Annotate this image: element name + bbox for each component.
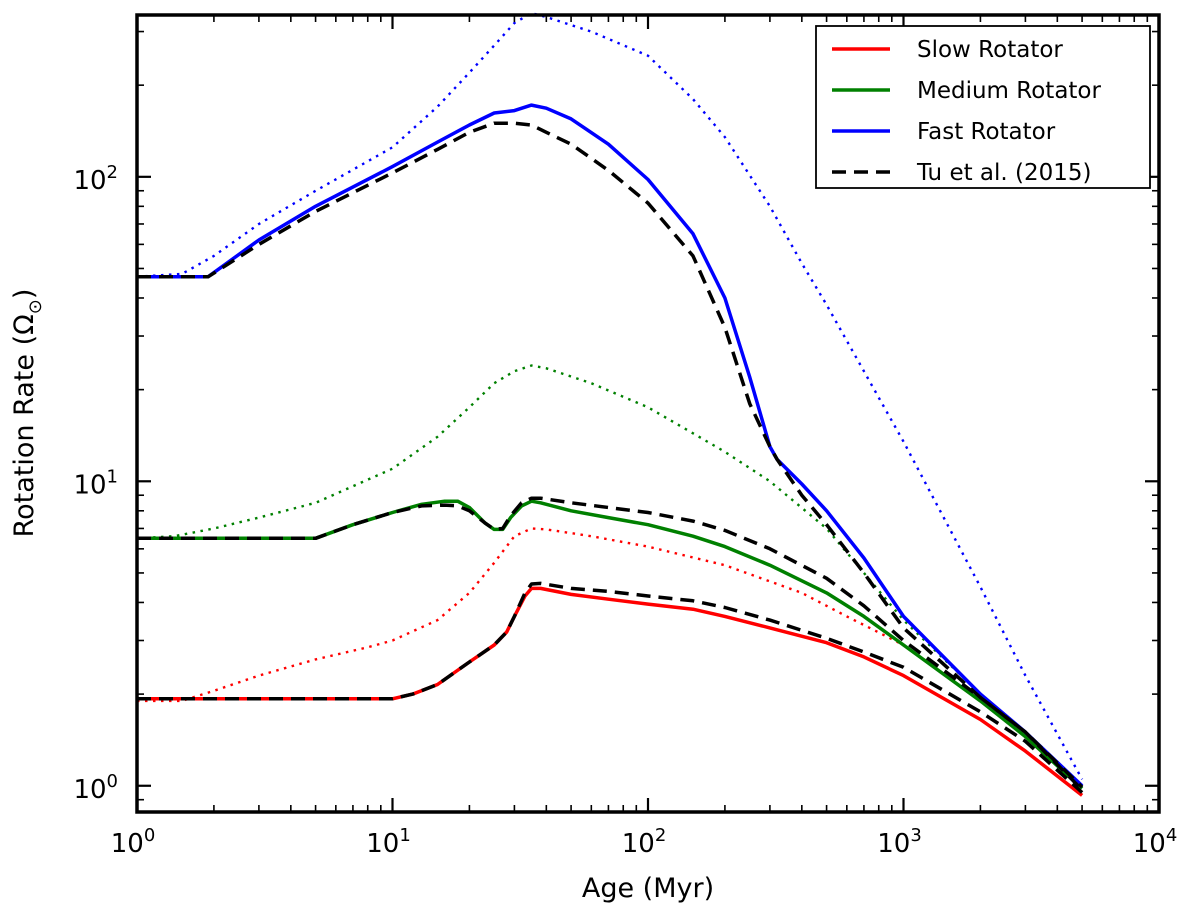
x-tick-label: 103 (877, 825, 922, 859)
series-line-1 (136, 364, 1083, 787)
legend-label-medium: Medium Rotator (917, 78, 1101, 104)
y-tick-label: 101 (73, 466, 118, 500)
series-line-3 (137, 586, 1084, 797)
y-tick-labels: 100 101 102 (73, 162, 118, 805)
legend-label-fast: Fast Rotator (917, 119, 1056, 145)
y-axis-label: Rotation Rate (Ω⊙) (9, 289, 46, 538)
series-line-4 (137, 499, 1084, 790)
y-tick-label: 100 (73, 771, 118, 805)
x-tick-label: 102 (622, 825, 667, 859)
plot-frame (135, 13, 1161, 814)
legend-label-slow: Slow Rotator (917, 37, 1063, 63)
y-tick-label: 102 (73, 162, 118, 196)
legend-label-tu2015: Tu et al. (2015) (916, 160, 1092, 186)
series-layer (136, 11, 1084, 797)
legend: Slow Rotator Medium Rotator Fast Rotator… (815, 25, 1151, 189)
series-line-7 (137, 496, 1084, 789)
x-tick-label: 101 (366, 825, 411, 859)
x-tick-labels: 100 101 102 103 104 (111, 825, 1178, 859)
legend-box (815, 25, 1151, 189)
series-line-8 (137, 121, 1084, 792)
x-axis-label: Age (Myr) (582, 873, 714, 904)
series-line-6 (137, 581, 1084, 794)
x-tick-label: 104 (1133, 825, 1178, 859)
series-line-5 (137, 103, 1084, 788)
x-tick-label: 100 (111, 825, 156, 859)
